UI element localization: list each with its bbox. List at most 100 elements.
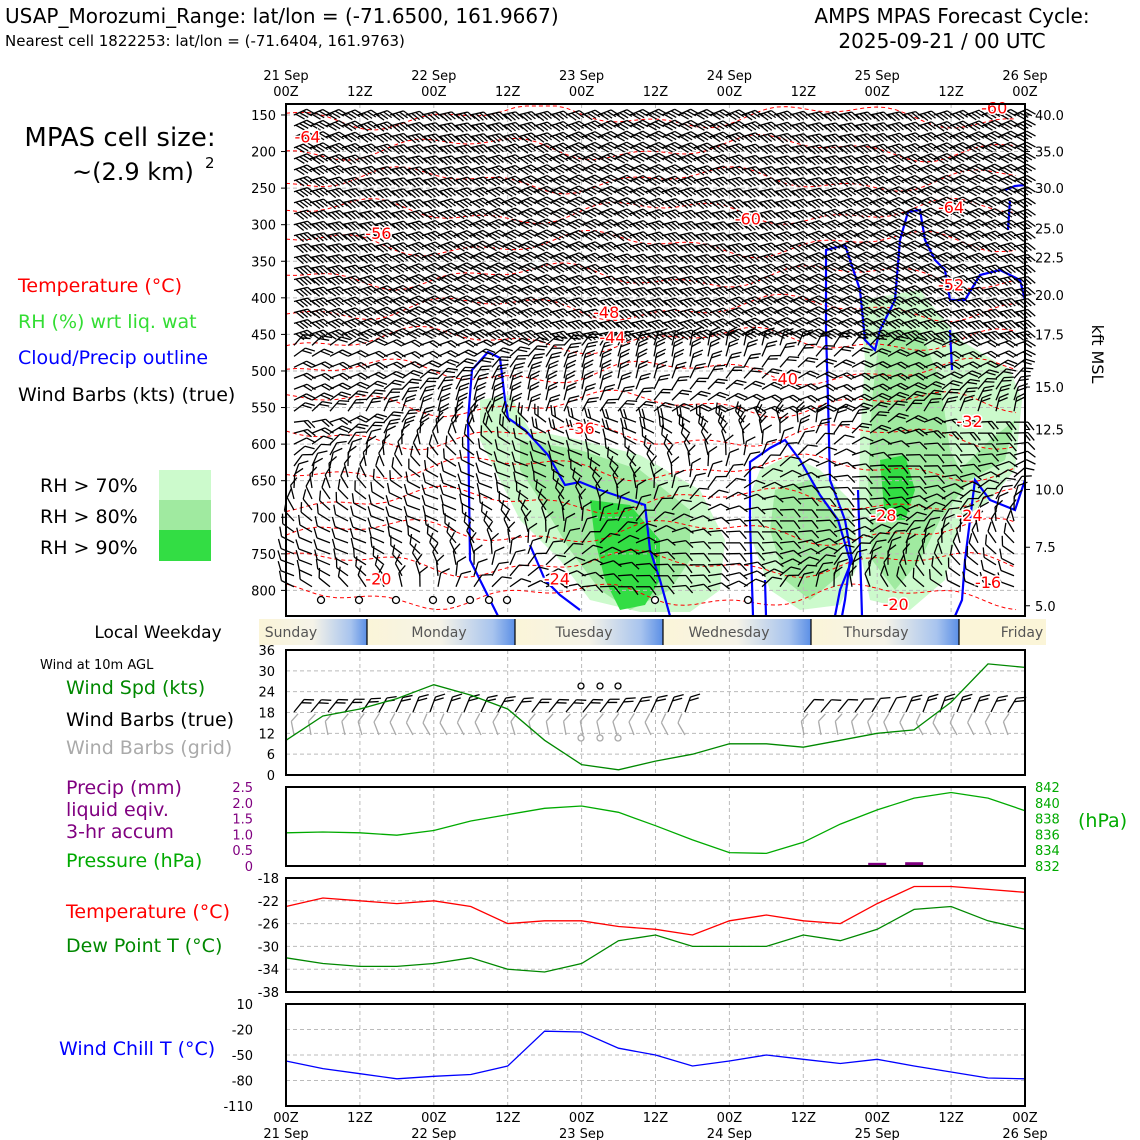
barb-feather [523, 134, 533, 142]
wind-barb [853, 186, 876, 198]
barb-feather [967, 168, 977, 175]
wind-barb [485, 111, 508, 122]
wind-barb [405, 263, 428, 274]
barb-feather [331, 123, 341, 130]
barb-feather [703, 143, 713, 151]
pressure-tick-label: 150 [251, 109, 276, 124]
barb-feather [754, 109, 764, 117]
barb-feather [1015, 124, 1025, 131]
top-day-label: 25 Sep [855, 69, 900, 84]
barb-feather [487, 179, 497, 187]
barb-feather [690, 164, 700, 172]
wind-barb [517, 164, 540, 176]
wind-barb [885, 132, 908, 144]
barb-feather [399, 167, 408, 175]
barb-feather [619, 112, 629, 119]
barb-feather [699, 112, 709, 119]
barb-feather [603, 155, 613, 162]
wind-barb [725, 187, 748, 199]
barb-feather [843, 124, 852, 132]
barb-feather [375, 124, 385, 132]
barb-feather [683, 167, 693, 175]
barb-feather [427, 135, 436, 143]
barb-feather [495, 177, 505, 184]
barb-feather [1026, 108, 1036, 115]
barb-feather [815, 112, 824, 120]
barb-feather [990, 110, 1001, 117]
barb-feather [511, 123, 520, 131]
barb-feather [387, 210, 396, 218]
barb-feather [395, 134, 404, 143]
wind-barb [853, 165, 876, 176]
wind-barb [405, 166, 428, 177]
wind-barb [981, 241, 1004, 253]
wind-barb [293, 243, 316, 254]
barb-feather [523, 156, 533, 164]
barb-feather [951, 179, 961, 186]
barb-feather [907, 167, 917, 174]
wind-barb [853, 111, 876, 122]
barb-feather [415, 189, 424, 197]
barb-feather [347, 123, 357, 130]
isotherm-line [285, 389, 1017, 419]
barb-feather [663, 168, 673, 175]
barb-feather [546, 153, 556, 161]
barb-feather [747, 190, 756, 198]
wind-barb [917, 153, 940, 165]
barb-feather [351, 155, 360, 163]
wind-barb [677, 153, 700, 165]
wind-barb [373, 121, 396, 132]
barb-feather [419, 177, 428, 185]
barb-feather [823, 168, 833, 177]
wind-barb [293, 175, 316, 187]
barb-feather [327, 179, 337, 187]
barb-feather [359, 168, 369, 177]
kft-tick-label: 40.0 [1035, 109, 1064, 124]
barb-feather [815, 156, 824, 164]
barb-feather [519, 179, 529, 186]
barb-feather [487, 124, 497, 133]
barb-feather [1027, 242, 1036, 251]
barb-feather [655, 187, 665, 195]
barb-feather [919, 113, 929, 121]
wind-barb [629, 152, 652, 164]
wind-barb [645, 220, 668, 231]
barb-feather [719, 188, 728, 197]
wind-barb [453, 198, 476, 209]
barb-feather [523, 113, 532, 121]
wind-barb [437, 133, 460, 144]
barb-feather [643, 287, 652, 295]
barb-feather [811, 113, 820, 121]
barb-feather [495, 134, 504, 142]
wind-barb [965, 252, 988, 264]
wind-barb [1013, 119, 1036, 131]
barb-feather [951, 168, 961, 175]
wind-barb [581, 120, 604, 132]
barb-feather [743, 179, 753, 188]
wind-barb [549, 285, 572, 297]
wind-barb [437, 198, 460, 209]
barb-feather [635, 155, 645, 162]
wind-barb [725, 275, 748, 286]
wind-barb [789, 230, 812, 242]
barb-feather [383, 122, 393, 130]
barb-feather [307, 276, 316, 284]
barb-feather [887, 114, 897, 122]
barb-feather [659, 265, 668, 273]
barb-feather [775, 179, 784, 188]
pressure-tick-label: 500 [251, 365, 276, 380]
barb-feather [567, 124, 577, 132]
barb-feather [519, 157, 529, 165]
barb-feather [823, 114, 833, 122]
barb-feather [911, 165, 921, 173]
barb-feather [883, 111, 892, 120]
barb-feather [354, 109, 364, 116]
barb-feather [795, 168, 804, 176]
barb-feather [302, 154, 313, 162]
barb-feather [987, 166, 997, 173]
wind-barb [469, 133, 492, 144]
barb-feather [311, 179, 321, 187]
barb-feather [707, 243, 716, 251]
wind-barb [805, 144, 828, 155]
wind-barb [293, 254, 316, 265]
